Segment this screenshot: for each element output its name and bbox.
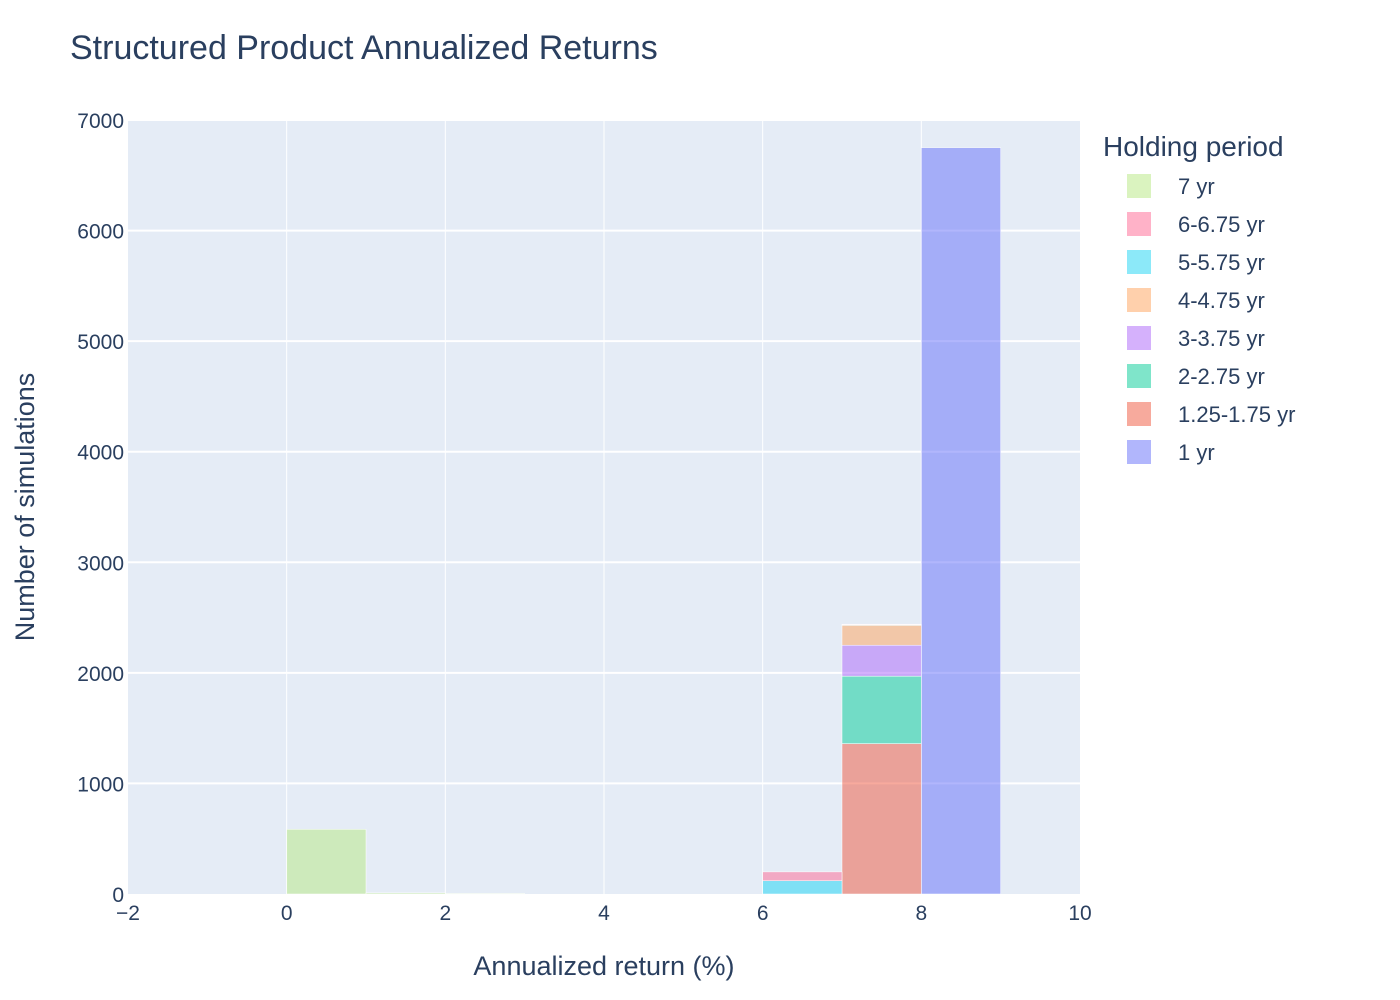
legend-title: Holding period [1103,131,1284,162]
legend-swatch[interactable] [1127,402,1151,426]
x-tick-label: 0 [281,902,293,925]
legend-item-label[interactable]: 6-6.75 yr [1178,212,1265,237]
chart-title: Structured Product Annualized Returns [70,29,658,67]
bars [286,147,1001,895]
y-tick-label: 7000 [77,110,124,133]
legend-swatch[interactable] [1127,440,1151,464]
y-tick-label: 5000 [77,331,124,354]
bar-7-yr[interactable] [286,829,367,895]
legend-swatch[interactable] [1127,250,1151,274]
bar-7-yr[interactable] [365,892,446,895]
bar-6-6-75-yr[interactable] [841,623,922,626]
bar-7-yr[interactable] [445,893,525,895]
x-tick-label: −2 [116,902,140,925]
legend-item-label[interactable]: 4-4.75 yr [1178,288,1265,313]
bar-6-6-75-yr[interactable] [762,871,843,881]
legend-swatch[interactable] [1127,326,1151,350]
bar-3-3-75-yr[interactable] [841,644,922,677]
x-tick-label: 10 [1068,902,1091,925]
y-tick-label: 1000 [77,773,124,796]
y-tick-label: 2000 [77,663,124,686]
y-tick-label: 0 [112,884,124,907]
legend-item-label[interactable]: 5-5.75 yr [1178,250,1265,275]
y-tick-label: 3000 [77,552,124,575]
legend-item-label[interactable]: 7 yr [1178,174,1215,199]
legend-item-label[interactable]: 2-2.75 yr [1178,364,1265,389]
legend-swatch[interactable] [1127,364,1151,388]
x-tick-label: 2 [439,902,451,925]
legend: Holding period 7 yr 6-6.75 yr 5-5.75 yr 4-4… [1103,131,1295,465]
legend-swatch[interactable] [1127,174,1151,198]
bar-1-yr[interactable] [921,147,1001,895]
grid-lines [128,119,1080,894]
x-tick-label: 4 [598,902,610,925]
y-axis-ticks: 0 1000 2000 3000 4000 5000 6000 7000 [77,110,124,907]
bar-2-2-75-yr[interactable] [841,675,922,744]
y-axis-title: Number of simulations [10,373,40,642]
y-tick-label: 6000 [77,221,124,244]
bar-5-5-75-yr[interactable] [762,880,843,895]
x-axis-title: Annualized return (%) [473,951,734,981]
y-tick-label: 4000 [77,442,124,465]
legend-swatch[interactable] [1127,288,1151,312]
x-tick-label: 6 [757,902,769,925]
bar-4-4-75-yr[interactable] [841,625,922,646]
legend-item-label[interactable]: 3-3.75 yr [1178,326,1265,351]
legend-item-label[interactable]: 1.25-1.75 yr [1178,402,1295,427]
x-axis-ticks: −2 0 2 4 6 8 10 [116,902,1092,925]
legend-item-label[interactable]: 1 yr [1178,440,1215,465]
legend-swatch[interactable] [1127,212,1151,236]
x-tick-label: 8 [915,902,927,925]
bar-1-25-1-75-yr[interactable] [841,743,922,895]
